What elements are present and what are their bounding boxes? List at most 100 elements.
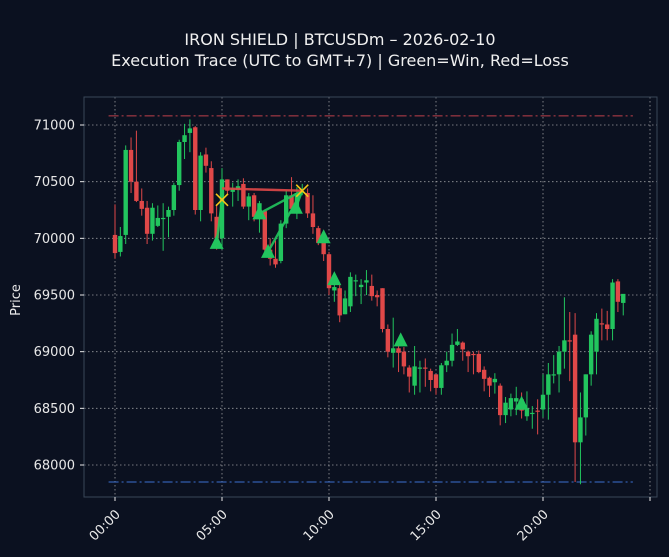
candle-body xyxy=(209,168,214,214)
candle-body xyxy=(251,195,257,217)
candle xyxy=(546,363,551,420)
candle xyxy=(128,137,134,193)
entry-triangle-icon xyxy=(288,199,303,214)
candle-body xyxy=(588,334,594,375)
candle xyxy=(401,347,407,375)
candle xyxy=(374,290,380,307)
candle-body xyxy=(364,280,369,283)
candle-body xyxy=(551,374,556,376)
candle-body xyxy=(166,210,171,217)
candle-body xyxy=(353,280,358,282)
candle xyxy=(112,204,118,259)
candle xyxy=(423,358,428,387)
candle xyxy=(540,374,546,418)
candle xyxy=(621,293,626,316)
candle xyxy=(535,399,540,435)
candle xyxy=(241,178,246,209)
candle-body xyxy=(316,228,321,243)
candle xyxy=(498,383,503,426)
candle xyxy=(391,317,396,368)
y-tick-label: 68500 xyxy=(34,402,75,417)
candle xyxy=(166,206,171,238)
candle-body xyxy=(369,285,374,297)
candle xyxy=(530,406,535,429)
candle-body xyxy=(498,385,503,416)
candle xyxy=(358,279,364,305)
candle-body xyxy=(262,211,267,250)
candle xyxy=(337,283,342,323)
candle-body xyxy=(348,276,353,307)
candle-body xyxy=(284,195,289,224)
candle-body xyxy=(155,217,160,226)
candle-body xyxy=(605,324,610,329)
candle-body xyxy=(278,223,284,261)
level-lines xyxy=(108,115,633,483)
candle xyxy=(412,346,417,395)
candle xyxy=(284,190,289,229)
candle-body xyxy=(123,149,128,235)
candle-body xyxy=(476,353,481,373)
candle-body xyxy=(514,398,519,402)
candle-body xyxy=(118,236,123,252)
candle-body xyxy=(342,298,348,315)
candle xyxy=(203,147,209,173)
candle xyxy=(182,123,187,159)
entry-triangle-icon xyxy=(209,234,224,249)
candle-body xyxy=(112,234,118,254)
candle-body xyxy=(433,374,439,388)
candle-body xyxy=(246,196,251,207)
candle xyxy=(160,203,166,251)
candle xyxy=(230,182,235,207)
candle-body xyxy=(326,254,332,289)
candle xyxy=(572,313,578,482)
candle xyxy=(583,374,588,436)
candle xyxy=(353,274,358,297)
candle xyxy=(471,351,476,375)
candle xyxy=(599,308,605,341)
candle-body xyxy=(139,200,144,209)
candle-body xyxy=(508,398,514,410)
y-tick-label: 70000 xyxy=(34,232,75,247)
candle-body xyxy=(524,408,530,417)
candle-body xyxy=(273,258,278,265)
candle-body xyxy=(385,329,391,352)
entry-triangle-icon xyxy=(327,271,342,286)
candle-body xyxy=(230,188,235,192)
candle-body xyxy=(160,217,166,220)
candle-body xyxy=(380,288,385,329)
candle-body xyxy=(428,370,433,380)
y-tick-label: 69500 xyxy=(34,289,75,304)
candle xyxy=(465,350,471,373)
candle xyxy=(198,152,203,222)
grid-lines xyxy=(84,97,657,497)
candle xyxy=(524,391,530,421)
candle-body xyxy=(417,367,423,369)
entry-triangle-icon xyxy=(261,243,276,258)
y-tick-label: 71000 xyxy=(34,119,75,134)
candle-body xyxy=(144,207,150,234)
trade-line-win xyxy=(215,199,224,244)
candle-body xyxy=(465,351,471,357)
candle xyxy=(171,182,177,216)
candle xyxy=(508,393,514,417)
candle xyxy=(187,119,193,153)
candle xyxy=(578,392,583,485)
candle-body xyxy=(540,394,546,410)
candle xyxy=(439,363,444,395)
candle xyxy=(385,324,391,358)
entry-triangle-icon xyxy=(252,205,267,220)
candle-body xyxy=(562,340,567,352)
candle-body xyxy=(407,367,412,377)
candle-body xyxy=(358,284,364,288)
candle-body xyxy=(187,128,193,133)
candle xyxy=(588,331,594,386)
candle-body xyxy=(321,242,326,255)
candle-body xyxy=(225,179,230,191)
candle xyxy=(476,350,481,374)
candle-body xyxy=(134,181,139,201)
candle xyxy=(492,373,498,394)
y-axis-label: Price xyxy=(9,284,24,316)
candle-body xyxy=(572,334,578,443)
candle-body xyxy=(310,213,316,227)
